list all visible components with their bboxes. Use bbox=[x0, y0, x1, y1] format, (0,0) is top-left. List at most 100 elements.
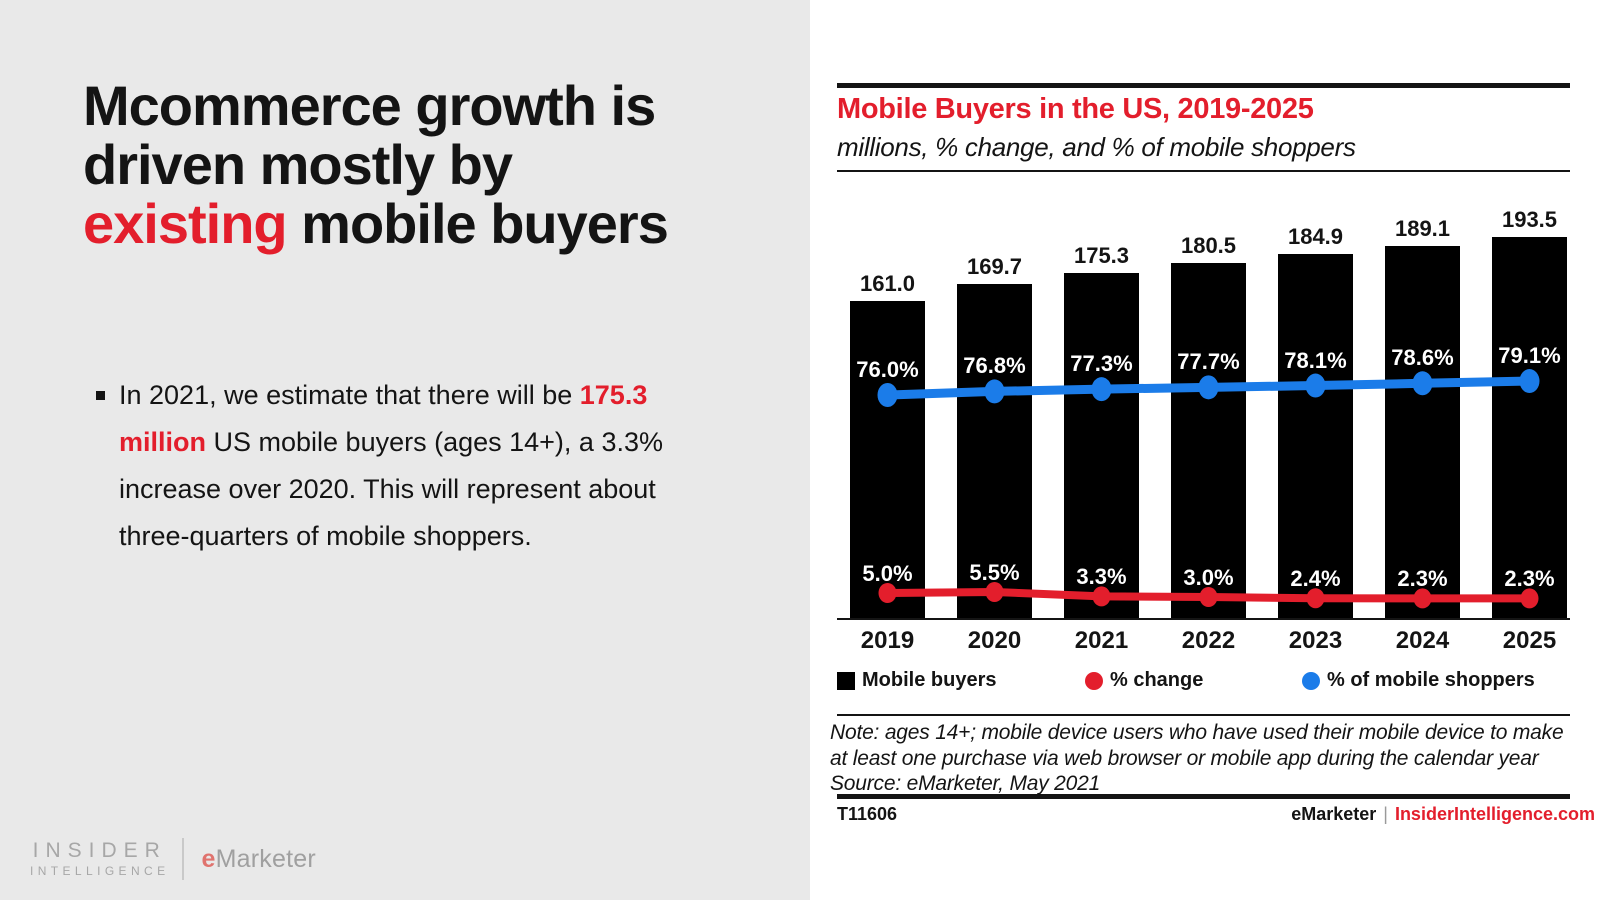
pct-change-2024: 2.3% bbox=[1397, 566, 1448, 592]
insider-logo-top: INSIDER bbox=[32, 838, 167, 862]
chart-subtitle: millions, % change, and % of mobile shop… bbox=[837, 132, 1356, 162]
bar-2019 bbox=[850, 301, 925, 618]
mobile-shoppers-dot-2022 bbox=[1198, 375, 1219, 400]
left-panel: Mcommerce growth is driven mostly by exist… bbox=[0, 0, 810, 900]
chart-note: Note: ages 14+; mobile device users who … bbox=[830, 720, 1564, 797]
pct-shoppers-2021: 77.3% bbox=[1070, 351, 1133, 377]
x-axis-line bbox=[837, 618, 1570, 620]
chart-legend: Mobile buyers % change % of mobile shopp… bbox=[837, 669, 1570, 693]
pct-shoppers-2019: 76.0% bbox=[856, 357, 919, 382]
legend-item-mobile-shoppers: % of mobile shoppers bbox=[1302, 669, 1535, 692]
emarketer-logo-e: e bbox=[201, 844, 216, 873]
year-label-2023: 2023 bbox=[1288, 627, 1343, 654]
bullet-text-post: US mobile buyers (ages 14+), a 3.3% incr… bbox=[119, 427, 663, 551]
pct-change-2022: 3.0% bbox=[1183, 565, 1234, 590]
note-source: Source: eMarketer, May 2021 bbox=[830, 772, 1101, 795]
legend-label-mobile-shoppers: % of mobile shoppers bbox=[1327, 669, 1535, 691]
brand-divider bbox=[181, 838, 184, 880]
pct-change-dot-2020 bbox=[985, 582, 1004, 602]
pct-shoppers-2022: 77.7% bbox=[1177, 349, 1240, 375]
bar-value-2024: 189.1 bbox=[1394, 216, 1451, 241]
pct-change-dot-2022 bbox=[1199, 587, 1218, 607]
pct-change-dot-2021 bbox=[1092, 586, 1111, 607]
legend-item-mobile-buyers: Mobile buyers bbox=[837, 669, 996, 692]
mobile-shoppers-dot-2024 bbox=[1412, 371, 1433, 396]
year-label-2020: 2020 bbox=[967, 627, 1022, 654]
top-rule bbox=[837, 83, 1570, 88]
bar-2021 bbox=[1064, 273, 1139, 618]
bullet-square-icon bbox=[96, 391, 105, 400]
legend-label-mobile-buyers: Mobile buyers bbox=[862, 669, 997, 691]
pct-change-dot-2024 bbox=[1413, 588, 1432, 609]
chart-title: Mobile Buyers in the US, 2019-2025 bbox=[837, 93, 1314, 125]
legend-swatch-pct-change bbox=[1085, 671, 1103, 690]
pct-shoppers-2024: 78.6% bbox=[1391, 345, 1454, 371]
footer-brands: eMarketer | InsiderIntelligence.com bbox=[1291, 804, 1595, 825]
bar-value-2019: 161.0 bbox=[859, 271, 916, 296]
mobile-shoppers-dot-2023 bbox=[1305, 373, 1326, 398]
chart-plot: 161.0 2019 169.7 2020 175.3 2021 180.5 2022 184.… bbox=[810, 180, 1600, 654]
trend-lines-layer bbox=[877, 369, 1540, 609]
insider-intelligence-logo: INSIDER INTELLIGENCE bbox=[30, 840, 170, 879]
chart-id: T11606 bbox=[837, 804, 898, 824]
footer-brand-insiderintelligence: InsiderIntelligence.com bbox=[1394, 804, 1595, 824]
note-line2: at least one purchase via web browser or… bbox=[830, 746, 1539, 770]
mobile-shoppers-dot-2021 bbox=[1091, 377, 1112, 402]
chart-card: Mobile Buyers in the US, 2019-2025 milli… bbox=[810, 0, 1600, 900]
note-rule bbox=[837, 714, 1570, 716]
mobile-shoppers-dot-2025 bbox=[1519, 369, 1540, 394]
header-rule bbox=[837, 170, 1570, 172]
bar-2022 bbox=[1171, 263, 1246, 618]
bullet-item: In 2021, we estimate that there will be … bbox=[96, 372, 684, 560]
bar-value-2020: 169.7 bbox=[966, 254, 1023, 279]
footer-rule bbox=[837, 794, 1570, 799]
headline: Mcommerce growth is driven mostly by exist… bbox=[83, 74, 669, 255]
bar-2020 bbox=[957, 284, 1032, 618]
legend-swatch-mobile-buyers bbox=[837, 671, 855, 690]
bar-2024 bbox=[1385, 246, 1460, 618]
headline-line3-rest: mobile buyers bbox=[286, 192, 669, 255]
pct-change-dot-2025 bbox=[1520, 588, 1539, 609]
bar-value-2025: 193.5 bbox=[1501, 207, 1558, 232]
bar-value-2023: 184.9 bbox=[1287, 224, 1344, 249]
legend-label-pct-change: % change bbox=[1110, 669, 1204, 691]
pct-change-2020: 5.5% bbox=[969, 560, 1020, 585]
pct-change-2025: 2.3% bbox=[1504, 566, 1555, 592]
pct-shoppers-2020: 76.8% bbox=[963, 353, 1026, 379]
year-label-2024: 2024 bbox=[1395, 627, 1450, 654]
chart-footer: T11606 eMarketer | InsiderIntelligence.com bbox=[837, 804, 1595, 825]
mobile-shoppers-dot-2020 bbox=[984, 379, 1005, 404]
bullet-text-highlight: 175.3 million bbox=[119, 380, 648, 457]
bar-value-2021: 175.3 bbox=[1073, 243, 1130, 268]
legend-swatch-mobile-shoppers bbox=[1302, 671, 1320, 690]
note-line1: Note: ages 14+; mobile device users who … bbox=[830, 721, 1564, 744]
footer-brand-divider: | bbox=[1383, 804, 1388, 824]
pct-change-2021: 3.3% bbox=[1076, 564, 1127, 590]
year-label-2025: 2025 bbox=[1502, 627, 1557, 654]
year-label-2022: 2022 bbox=[1181, 627, 1236, 654]
mobile-shoppers-dot-2019 bbox=[877, 383, 898, 407]
insider-logo-bottom: INTELLIGENCE bbox=[30, 863, 170, 878]
headline-line1: Mcommerce growth is bbox=[83, 74, 656, 137]
bar-2023 bbox=[1278, 254, 1353, 618]
bullet-text-pre: In 2021, we estimate that there will be bbox=[119, 380, 580, 410]
bar-value-2022: 180.5 bbox=[1180, 233, 1237, 258]
emarketer-logo-rest: Marketer bbox=[215, 844, 316, 873]
pct-change-2019: 5.0% bbox=[862, 561, 913, 586]
bullet-text: In 2021, we estimate that there will be … bbox=[119, 372, 684, 560]
bar-2025 bbox=[1492, 237, 1567, 618]
footer-brand-emarketer: eMarketer bbox=[1291, 804, 1377, 824]
pct-shoppers-2025: 79.1% bbox=[1498, 343, 1561, 369]
pct-change-dot-2023 bbox=[1306, 588, 1325, 609]
year-label-2021: 2021 bbox=[1074, 627, 1129, 654]
brand-bar: INSIDER INTELLIGENCE eMarketer bbox=[30, 838, 316, 880]
headline-line2: driven mostly by bbox=[83, 133, 513, 196]
emarketer-logo: eMarketer bbox=[202, 845, 316, 874]
pct-change-dot-2019 bbox=[878, 583, 897, 603]
pct-change-2023: 2.4% bbox=[1290, 566, 1341, 592]
pct-shoppers-2023: 78.1% bbox=[1284, 347, 1347, 373]
year-label-2019: 2019 bbox=[860, 627, 915, 654]
headline-highlight: existing bbox=[83, 192, 288, 255]
legend-item-pct-change: % change bbox=[1085, 669, 1203, 692]
